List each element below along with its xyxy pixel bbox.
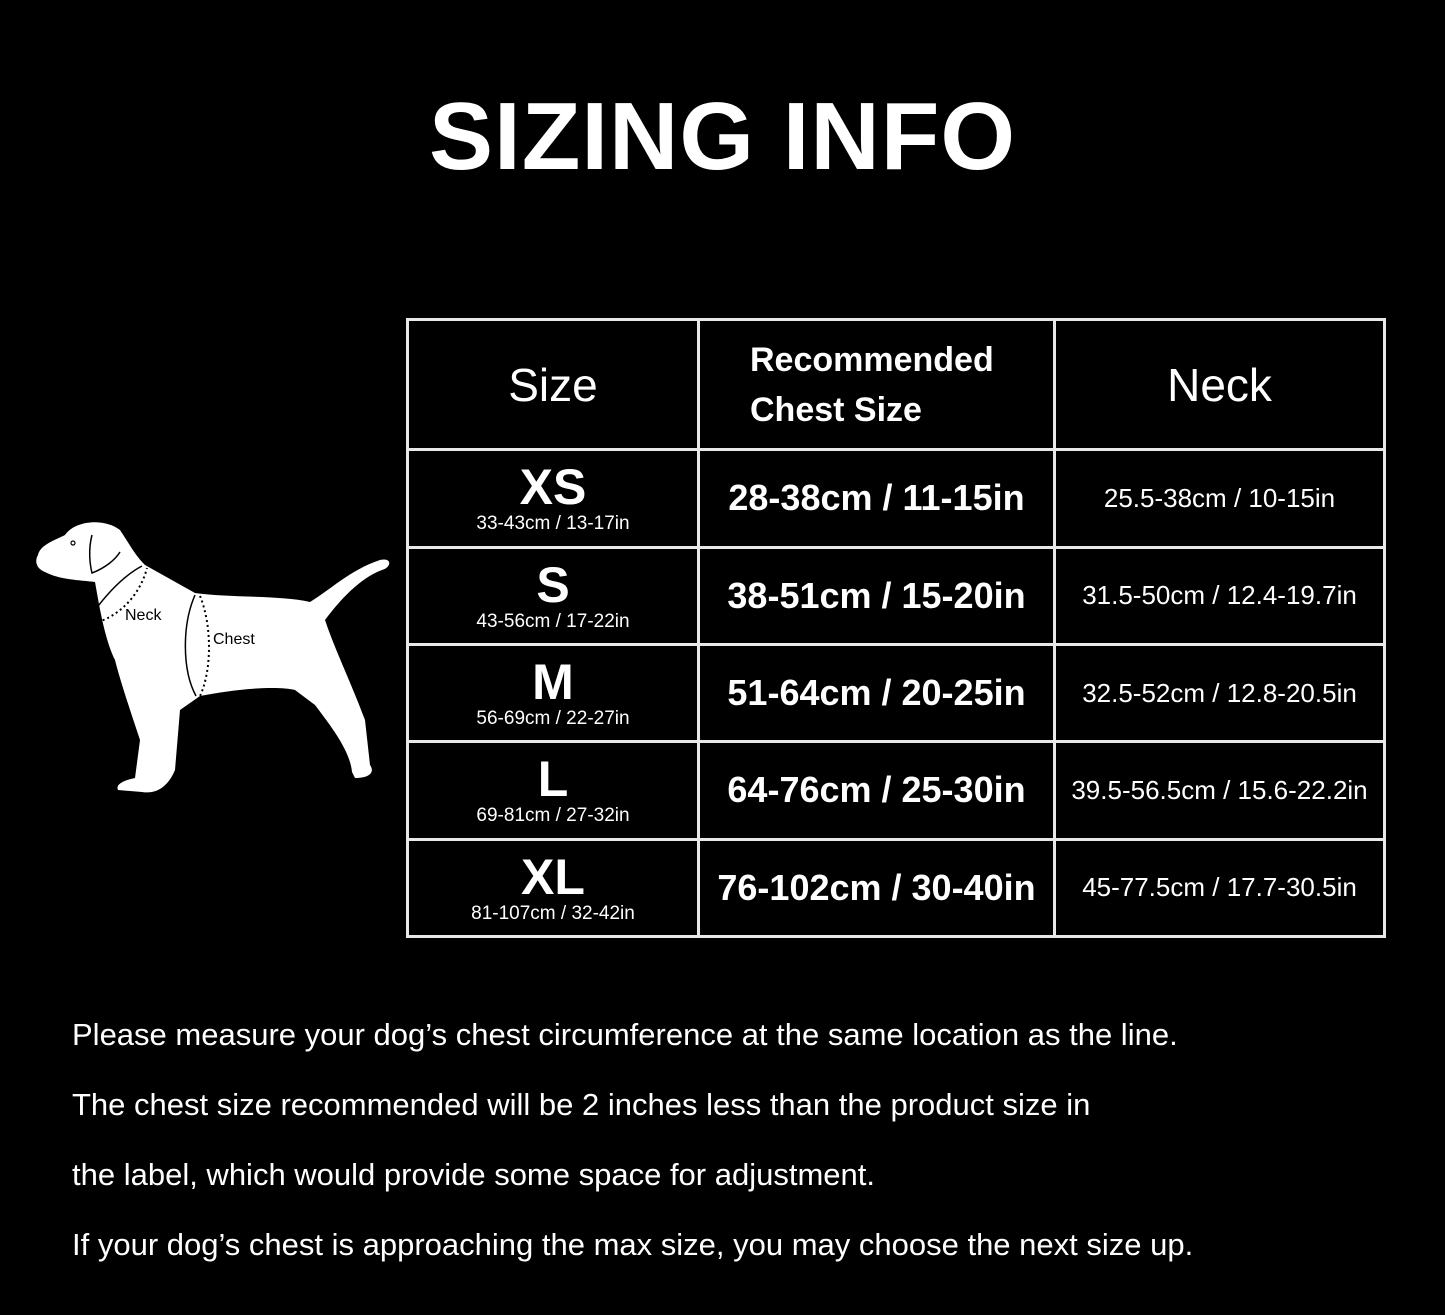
dog-measurement-diagram: Neck Chest <box>36 522 390 793</box>
dog-eye <box>70 540 76 546</box>
note-line: the label, which would provide some spac… <box>72 1157 875 1192</box>
chest-cell: 51-64cm / 20-25in <box>697 642 1056 744</box>
ear-line <box>88 534 121 575</box>
size-label: XS <box>519 459 587 516</box>
note-line: If your dog’s chest is approaching the m… <box>72 1227 1194 1262</box>
chest-solid-line <box>184 594 197 697</box>
product-size: 69-81cm / 27-32in <box>476 805 630 827</box>
note-line: Please measure your dog’s chest circumfe… <box>72 1017 1178 1052</box>
size-cell: XL 81-107cm / 32-42in <box>406 837 700 939</box>
table-row: S 43-56cm / 17-22in 38-51cm / 15-20in 31.… <box>406 545 1386 646</box>
chest-label: Chest <box>213 631 255 648</box>
neck-cell: 32.5-52cm / 12.8-20.5in <box>1053 642 1386 744</box>
product-size: 56-69cm / 22-27in <box>476 708 630 730</box>
product-size: 33-43cm / 13-17in <box>476 513 630 535</box>
product-size: 43-56cm / 17-22in <box>476 610 630 632</box>
size-cell: L 69-81cm / 27-32in <box>406 740 700 841</box>
size-label: XL <box>521 848 585 905</box>
chest-dotted-line <box>199 595 210 697</box>
chest-cell: 28-38cm / 11-15in <box>697 448 1056 549</box>
table-row: L 69-81cm / 27-32in 64-76cm / 25-30in 39.… <box>406 740 1386 841</box>
neck-label: Neck <box>125 607 162 624</box>
product-size: 81-107cm / 32-42in <box>471 902 635 924</box>
page-title: SIZING INFO <box>429 83 1016 190</box>
header-chest-line2: Chest Size <box>750 390 922 429</box>
table-row: M 56-69cm / 22-27in 51-64cm / 20-25in 32.… <box>406 642 1386 744</box>
note-line: The chest size recommended will be 2 inc… <box>72 1087 1091 1122</box>
header-neck: Neck <box>1053 317 1386 452</box>
table-row: XS 33-43cm / 13-17in 28-38cm / 11-15in 25… <box>406 448 1386 549</box>
neck-cell: 25.5-38cm / 10-15in <box>1053 448 1386 549</box>
size-cell: M 56-69cm / 22-27in <box>406 642 700 744</box>
header-size: Size <box>406 317 700 452</box>
size-label: S <box>536 556 570 613</box>
header-chest: Recommended Chest Size <box>697 317 1056 452</box>
size-cell: XS 33-43cm / 13-17in <box>406 448 700 549</box>
neck-cell: 31.5-50cm / 12.4-19.7in <box>1053 545 1386 646</box>
dog-silhouette <box>36 522 390 793</box>
header-chest-line1: Recommended <box>750 340 994 379</box>
chest-cell: 64-76cm / 25-30in <box>697 740 1056 841</box>
chest-cell: 76-102cm / 30-40in <box>697 837 1056 939</box>
chest-cell: 38-51cm / 15-20in <box>697 545 1056 646</box>
table-row: XL 81-107cm / 32-42in 76-102cm / 30-40in … <box>406 837 1386 939</box>
neck-solid-line <box>94 565 143 611</box>
neck-cell: 45-77.5cm / 17.7-30.5in <box>1053 837 1386 939</box>
measurement-notes: Please measure your dog’s chest circumfe… <box>72 1000 1193 1280</box>
size-label: M <box>532 654 574 711</box>
size-cell: S 43-56cm / 17-22in <box>406 545 700 646</box>
size-label: L <box>537 751 569 808</box>
neck-dotted-line <box>97 567 148 623</box>
size-table: Size Recommended Chest Size Neck XS 33-43… <box>406 317 1386 939</box>
neck-cell: 39.5-56.5cm / 15.6-22.2in <box>1053 740 1386 841</box>
table-header-row: Size Recommended Chest Size Neck <box>406 317 1386 452</box>
